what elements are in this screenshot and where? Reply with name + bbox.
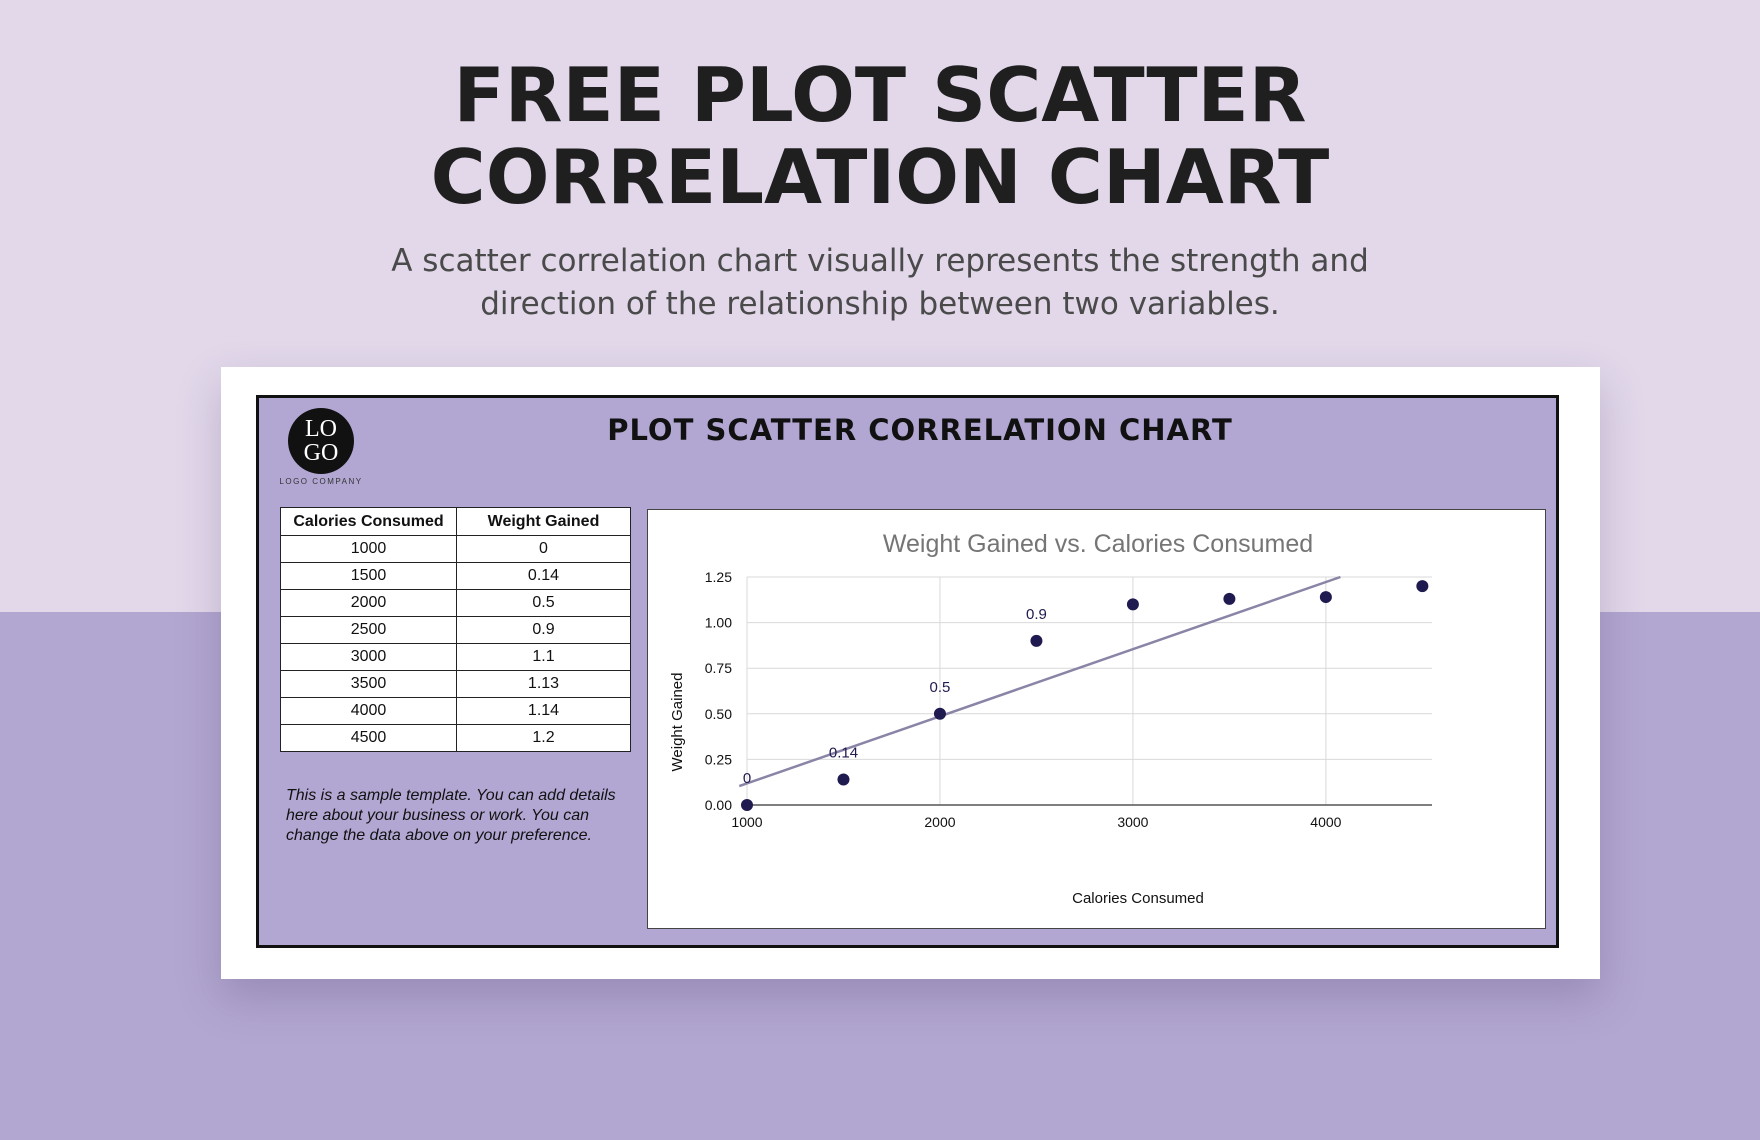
data-point[interactable]: [1319, 591, 1332, 604]
y-tick-label: 0.75: [705, 660, 732, 676]
table-cell[interactable]: 0: [456, 535, 631, 563]
table-row: 2000 0.5: [280, 589, 631, 617]
logo-text-line-1: LO: [305, 416, 337, 442]
table-header-row: Calories Consumed Weight Gained: [280, 507, 631, 536]
data-label: 0.9: [1026, 606, 1047, 623]
data-point[interactable]: [1030, 634, 1043, 647]
table-cell[interactable]: 4000: [280, 697, 457, 725]
template-note: This is a sample template. You can add d…: [286, 787, 616, 844]
table-cell[interactable]: 1.14: [456, 697, 631, 725]
x-tick-label: 1000: [731, 814, 762, 830]
y-tick-label: 0.50: [705, 706, 732, 722]
table-header-calories: Calories Consumed: [280, 507, 457, 536]
x-tick-label: 4000: [1310, 814, 1341, 830]
chart-title: Weight Gained vs. Calories Consumed: [883, 530, 1313, 558]
data-point[interactable]: [1223, 592, 1236, 605]
data-table: Calories Consumed Weight Gained 1000 0 15…: [280, 507, 631, 752]
table-cell[interactable]: 2500: [280, 616, 457, 644]
table-cell[interactable]: 4500: [280, 724, 457, 752]
table-row: 1500 0.14: [280, 562, 631, 590]
page-title-line-2: CORRELATION CHART: [430, 133, 1330, 221]
page-subtitle: A scatter correlation chart visually rep…: [391, 243, 1369, 322]
chart-grid: [746, 576, 1432, 805]
table-cell[interactable]: 3000: [280, 643, 457, 671]
data-point[interactable]: [741, 799, 753, 811]
data-point[interactable]: [1126, 598, 1139, 611]
y-axis-label: Weight Gained: [669, 673, 686, 772]
logo-icon: LO GO: [288, 408, 354, 474]
table-cell[interactable]: 2000: [280, 589, 457, 617]
data-point[interactable]: [933, 707, 946, 720]
table-cell[interactable]: 1.1: [456, 643, 631, 671]
table-row: 4000 1.14: [280, 697, 631, 725]
logo-company-name: LOGO COMPANY: [279, 477, 363, 486]
chart-svg: Weight Gained vs. Calories Consumed 0.00…: [669, 530, 1432, 907]
logo-text-line-2: GO: [303, 440, 339, 466]
scatter-chart[interactable]: Weight Gained vs. Calories Consumed 0.00…: [647, 509, 1546, 929]
y-tick-label: 1.25: [705, 569, 732, 585]
chart-points: [741, 580, 1429, 811]
chart-data-labels: 0 0.14 0.5 0.9: [743, 606, 1047, 787]
data-label: 0.5: [930, 679, 951, 696]
table-row: 3500 1.13: [280, 670, 631, 698]
table-cell[interactable]: 1.13: [456, 670, 631, 698]
table-row: 1000 0: [280, 535, 631, 563]
y-tick-label: 0.25: [705, 751, 732, 767]
page-title-line-1: FREE PLOT SCATTER: [453, 51, 1307, 139]
table-row: 4500 1.2: [280, 724, 631, 752]
table-cell[interactable]: 0.9: [456, 616, 631, 644]
data-point[interactable]: [1416, 580, 1429, 593]
x-tick-label: 2000: [924, 814, 955, 830]
table-cell[interactable]: 0.5: [456, 589, 631, 617]
trendline: [738, 575, 1341, 788]
table-cell[interactable]: 3500: [280, 670, 457, 698]
table-row: 2500 0.9: [280, 616, 631, 644]
data-label: 0: [743, 770, 751, 787]
y-tick-label: 1.00: [705, 615, 732, 631]
y-tick-label: 0.00: [705, 797, 732, 813]
data-label: 0.14: [829, 744, 858, 761]
sheet-title: PLOT SCATTER CORRELATION CHART: [607, 413, 1233, 447]
table-cell[interactable]: 1000: [280, 535, 457, 563]
x-axis-label: Calories Consumed: [1072, 890, 1204, 907]
chart-trendline-group: [738, 575, 1341, 788]
x-tick-label: 3000: [1117, 814, 1148, 830]
table-cell[interactable]: 1.2: [456, 724, 631, 752]
table-cell[interactable]: 1500: [280, 562, 457, 590]
table-header-weight: Weight Gained: [456, 507, 631, 536]
table-cell[interactable]: 0.14: [456, 562, 631, 590]
data-point[interactable]: [837, 773, 850, 786]
page-title: FREE PLOT SCATTER CORRELATION CHART: [0, 54, 1760, 218]
table-row: 3000 1.1: [280, 643, 631, 671]
